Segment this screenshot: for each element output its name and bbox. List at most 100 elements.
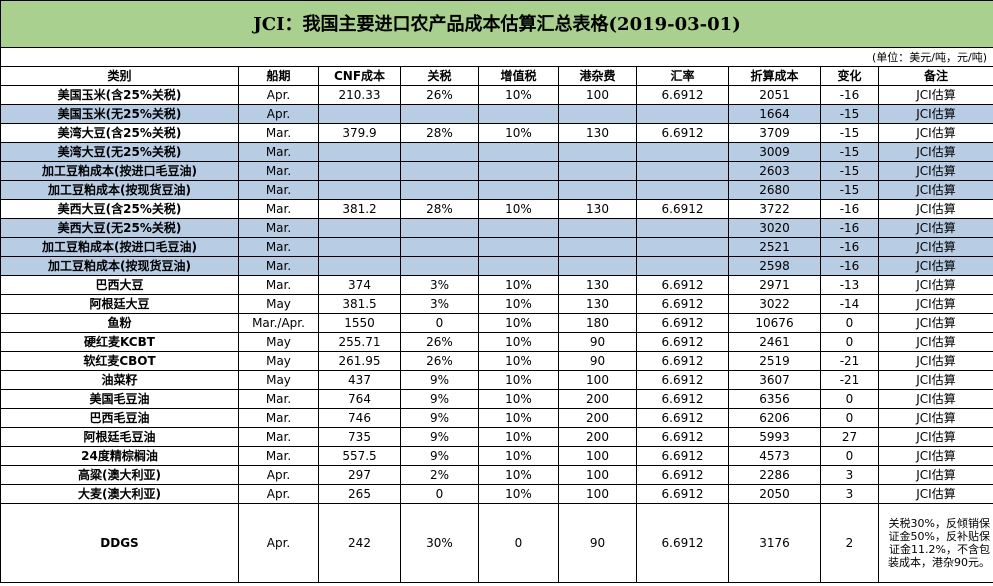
- table-cell: 6.6912: [636, 85, 729, 105]
- table-cell: JCI估算: [878, 237, 993, 257]
- table-cell: 美湾大豆(无25%关税): [0, 142, 239, 162]
- empty-cell: [478, 237, 559, 257]
- empty-cell: [558, 218, 637, 238]
- table-cell: 6.6912: [636, 503, 729, 583]
- table-cell: JCI估算: [878, 313, 993, 333]
- unit-row: (单位：美元/吨，元/吨): [0, 47, 993, 67]
- table-cell: Mar.: [238, 256, 319, 276]
- table-cell: 130: [558, 275, 637, 295]
- table-cell: JCI估算: [878, 161, 993, 181]
- table-cell: 255.71: [318, 332, 401, 352]
- table-cell: 巴西大豆: [0, 275, 239, 295]
- table-cell: 3022: [728, 294, 821, 314]
- empty-cell: [636, 218, 729, 238]
- empty-cell: [318, 218, 401, 238]
- empty-cell: [636, 142, 729, 162]
- table-cell: 6.6912: [636, 370, 729, 390]
- table-cell: 2051: [728, 85, 821, 105]
- table-cell: JCI估算: [878, 370, 993, 390]
- table-cell: Mar.: [238, 446, 319, 466]
- table-cell: 381.5: [318, 294, 401, 314]
- table-cell: Mar.: [238, 427, 319, 447]
- table-cell: 0: [400, 484, 479, 504]
- table-cell: Mar.: [238, 237, 319, 257]
- column-header: 关税: [400, 66, 479, 86]
- table-cell: 379.9: [318, 123, 401, 143]
- table-cell: 6.6912: [636, 484, 729, 504]
- empty-cell: [558, 237, 637, 257]
- table-cell: 10%: [478, 465, 559, 485]
- table-row: 巴西毛豆油 Mar. 746 9% 10% 200 6.6912 6206 0 JCI估算: [0, 408, 993, 428]
- table-cell: 10%: [478, 294, 559, 314]
- table-row: 美西大豆(含25%关税) Mar. 381.2 28% 10% 130 6.6912 3722…: [0, 199, 993, 219]
- table-cell: 28%: [400, 123, 479, 143]
- table-cell: 加工豆粕成本(按进口毛豆油): [0, 237, 239, 257]
- table-cell: 100: [558, 85, 637, 105]
- table-cell: 26%: [400, 85, 479, 105]
- table-cell: 3%: [400, 275, 479, 295]
- table-cell: 0: [820, 389, 879, 409]
- table-cell: 0: [820, 332, 879, 352]
- table-cell: 90: [558, 332, 637, 352]
- table-cell: 10676: [728, 313, 821, 333]
- empty-cell: [478, 218, 559, 238]
- table-cell: 735: [318, 427, 401, 447]
- table-cell: JCI估算: [878, 275, 993, 295]
- table-row: 加工豆粕成本(按进口毛豆油) Mar. 2603 -15 JCI估算: [0, 161, 993, 181]
- table-cell: 巴西毛豆油: [0, 408, 239, 428]
- table-cell: 6.6912: [636, 294, 729, 314]
- table-cell: 0: [820, 313, 879, 333]
- column-header: 折算成本: [728, 66, 821, 86]
- table-cell: 9%: [400, 370, 479, 390]
- table-cell: JCI估算: [878, 142, 993, 162]
- table-cell: DDGS: [0, 503, 239, 583]
- table-cell: 374: [318, 275, 401, 295]
- empty-cell: [400, 256, 479, 276]
- table-cell: 2521: [728, 237, 821, 257]
- table-cell: 3176: [728, 503, 821, 583]
- table-cell: 加工豆粕成本(按现货豆油): [0, 256, 239, 276]
- column-header: 变化: [820, 66, 879, 86]
- title-row: JCI：我国主要进口农产品成本估算汇总表格(2019-03-01): [0, 0, 993, 48]
- table-cell: 美国玉米(含25%关税): [0, 85, 239, 105]
- table-row: 鱼粉 Mar./Apr. 1550 0 10% 180 6.6912 10676 0 JCI估算: [0, 313, 993, 333]
- table-row: 加工豆粕成本(按现货豆油) Mar. 2598 -16 JCI估算: [0, 256, 993, 276]
- table-cell: 3607: [728, 370, 821, 390]
- empty-cell: [400, 142, 479, 162]
- empty-cell: [558, 104, 637, 124]
- table-cell: Mar.: [238, 161, 319, 181]
- table-cell: JCI估算: [878, 408, 993, 428]
- table-cell: -15: [820, 180, 879, 200]
- table-cell: Mar.: [238, 275, 319, 295]
- column-header: 类别: [0, 66, 239, 86]
- table-cell: 2680: [728, 180, 821, 200]
- table-cell: JCI估算: [878, 218, 993, 238]
- table-cell: 180: [558, 313, 637, 333]
- table-cell: 10%: [478, 446, 559, 466]
- table-cell: 10%: [478, 484, 559, 504]
- table-cell: 美国玉米(无25%关税): [0, 104, 239, 124]
- table-cell: -14: [820, 294, 879, 314]
- empty-cell: [318, 180, 401, 200]
- table-cell: 6356: [728, 389, 821, 409]
- table-cell: 10%: [478, 199, 559, 219]
- table-cell: 3009: [728, 142, 821, 162]
- column-header: 港杂费: [558, 66, 637, 86]
- table-cell: -16: [820, 237, 879, 257]
- table-row: 美西大豆(无25%关税) Mar. 3020 -16 JCI估算: [0, 218, 993, 238]
- table-row: 阿根廷大豆 May 381.5 3% 10% 130 6.6912 3022 -14 JCI估算: [0, 294, 993, 314]
- table-row: DDGS Apr. 242 30% 0 90 6.6912 3176 2 关税30%，反倾销保证金…: [0, 503, 993, 583]
- table-cell: JCI估算: [878, 180, 993, 200]
- table-cell: 6.6912: [636, 332, 729, 352]
- empty-cell: [318, 256, 401, 276]
- table-cell: 加工豆粕成本(按现货豆油): [0, 180, 239, 200]
- table-cell: 10%: [478, 408, 559, 428]
- table-cell: 6.6912: [636, 408, 729, 428]
- table-cell: 9%: [400, 408, 479, 428]
- table-cell: 2%: [400, 465, 479, 485]
- table-cell: JCI估算: [878, 256, 993, 276]
- column-header: 备注: [878, 66, 993, 86]
- table-cell: May: [238, 332, 319, 352]
- table-cell: May: [238, 294, 319, 314]
